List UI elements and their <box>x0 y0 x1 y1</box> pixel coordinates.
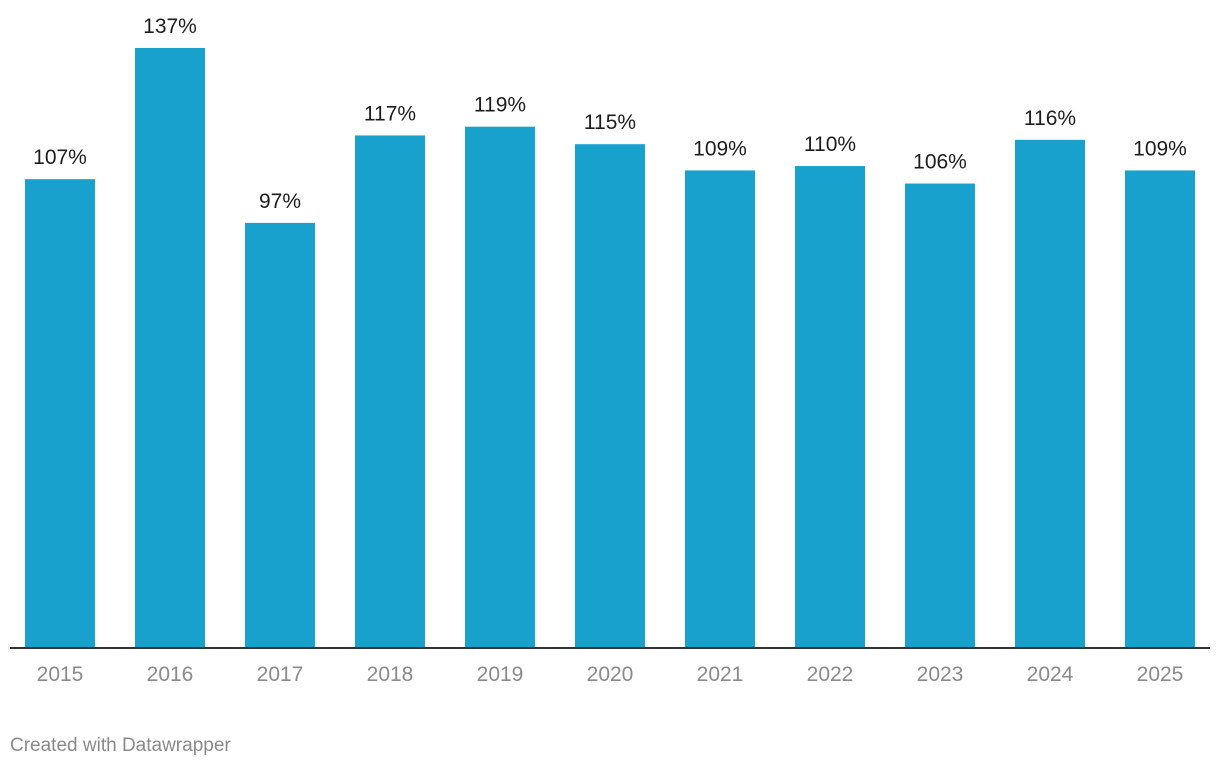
bar-2019 <box>465 126 535 647</box>
value-label-2022: 110% <box>804 133 856 156</box>
value-labels-group: 107% 137% 97% 117% 119% 115% 109% 110% 106% 116% 1… <box>33 15 1187 213</box>
bar-chart: 107% 137% 97% 117% 119% 115% 109% 110% 106% 116% 1… <box>10 15 1210 686</box>
datawrapper-credit: Created with Datawrapper <box>10 735 231 756</box>
x-tick-label-2019: 2019 <box>477 663 524 686</box>
bar-2015 <box>25 179 95 647</box>
bars-group <box>25 48 1195 648</box>
value-label-2017: 97% <box>259 190 301 213</box>
bar-2018 <box>355 135 425 647</box>
bar-2017 <box>245 222 315 648</box>
value-label-2015: 107% <box>33 146 87 169</box>
x-tick-label-2016: 2016 <box>147 663 194 686</box>
x-tick-label-2024: 2024 <box>1027 663 1074 686</box>
bar-2024 <box>1015 139 1085 648</box>
x-tick-label-2022: 2022 <box>807 663 854 686</box>
value-label-2023: 106% <box>913 151 967 174</box>
value-label-2016: 137% <box>143 15 197 38</box>
bar-2021 <box>685 170 755 648</box>
x-tick-label-2017: 2017 <box>257 663 304 686</box>
value-label-2025: 109% <box>1133 137 1187 160</box>
x-tick-labels-group: 2015 2016 2017 2018 2019 2020 2021 2022 2023 2024… <box>37 663 1184 686</box>
x-tick-label-2018: 2018 <box>367 663 414 686</box>
value-label-2018: 117% <box>364 102 416 125</box>
bar-2022 <box>795 166 865 648</box>
x-tick-label-2020: 2020 <box>587 663 634 686</box>
value-label-2019: 119% <box>474 94 526 117</box>
value-label-2020: 115% <box>584 111 636 134</box>
bar-2025 <box>1125 170 1195 648</box>
bar-2023 <box>905 183 975 647</box>
x-tick-label-2021: 2021 <box>697 663 744 686</box>
x-tick-label-2015: 2015 <box>37 663 84 686</box>
x-tick-label-2023: 2023 <box>917 663 964 686</box>
value-label-2024: 116% <box>1024 107 1076 130</box>
value-label-2021: 109% <box>693 137 747 160</box>
bar-2016 <box>135 48 205 647</box>
bar-2020 <box>575 144 645 648</box>
x-tick-label-2025: 2025 <box>1137 663 1184 686</box>
